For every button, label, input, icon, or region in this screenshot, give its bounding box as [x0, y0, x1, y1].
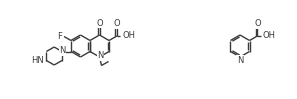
Text: N: N: [59, 46, 66, 55]
Text: HN: HN: [31, 56, 44, 65]
Text: O: O: [96, 19, 103, 28]
Text: OH: OH: [122, 31, 135, 40]
Text: N: N: [237, 56, 243, 65]
Text: OH: OH: [263, 31, 276, 40]
Text: N: N: [97, 51, 104, 60]
Text: F: F: [57, 32, 62, 41]
Text: O: O: [113, 20, 120, 29]
Text: O: O: [254, 20, 261, 29]
